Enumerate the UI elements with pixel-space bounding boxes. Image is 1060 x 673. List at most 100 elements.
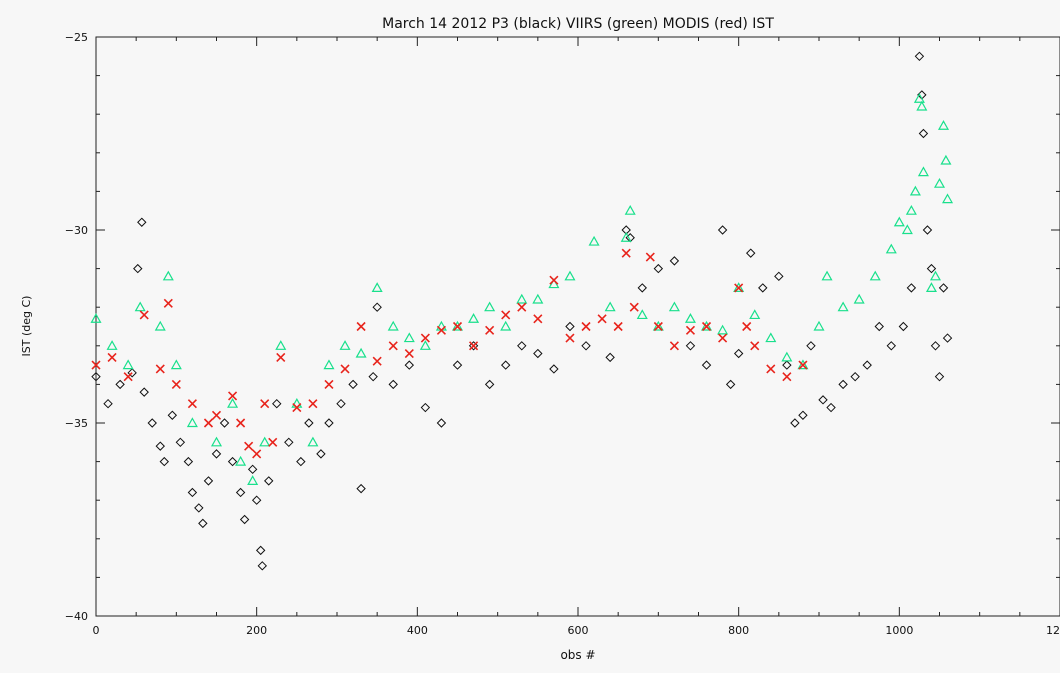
p3-point — [934, 371, 945, 382]
p3-point — [701, 360, 712, 370]
p3-point — [914, 51, 925, 62]
p3-point — [874, 321, 884, 332]
p3-point — [203, 476, 214, 486]
viirs-point — [162, 270, 174, 281]
x-tick-label: 400 — [407, 624, 428, 637]
modis-point — [388, 341, 398, 351]
viirs-point — [684, 313, 696, 323]
p3-point — [549, 364, 559, 374]
p3-point — [918, 128, 929, 139]
viirs-point — [916, 100, 928, 111]
p3-point — [838, 379, 848, 390]
p3-point — [211, 449, 222, 459]
viirs-point — [210, 436, 223, 447]
modis-point — [653, 321, 663, 332]
p3-point — [115, 379, 125, 390]
p3-point — [717, 225, 728, 235]
p3-point — [336, 398, 346, 409]
p3-point — [137, 217, 147, 227]
modis-point — [356, 321, 366, 332]
p3-point — [251, 495, 262, 505]
modis-point — [549, 275, 559, 285]
p3-point — [91, 371, 101, 382]
viirs-point — [765, 332, 777, 343]
p3-point — [436, 418, 447, 428]
x-tick-label: 200 — [246, 624, 267, 637]
modis-point — [501, 310, 511, 320]
viirs-point — [484, 301, 496, 312]
modis-point — [613, 321, 623, 332]
viirs-point — [588, 235, 600, 246]
p3-point — [272, 398, 282, 409]
modis-point — [308, 399, 318, 409]
axis-ticks — [95, 36, 1060, 617]
viirs-point — [885, 243, 897, 254]
modis-point — [565, 333, 575, 343]
viirs-point — [339, 340, 351, 350]
y-tick-label: −30 — [65, 224, 88, 237]
viirs-point — [701, 320, 713, 331]
viirs-point — [901, 224, 913, 235]
p3-point — [758, 283, 768, 293]
p3-point — [653, 263, 664, 274]
tick-labels: 0 200 400 600 800 1000 1200 −40 −35 −30 −25 — [65, 31, 1060, 637]
p3-point — [826, 402, 836, 413]
modis-point — [260, 399, 270, 409]
p3-point — [324, 418, 334, 428]
modis-point — [533, 314, 543, 324]
modis-point — [517, 302, 527, 312]
viirs-point — [942, 193, 954, 204]
x-tick-label: 800 — [728, 624, 749, 637]
viirs-point — [355, 347, 367, 358]
modis-point — [139, 310, 149, 320]
p3-point — [194, 503, 204, 513]
p3-point — [103, 398, 113, 409]
p3-point — [404, 360, 415, 370]
viirs-point — [733, 282, 745, 292]
viirs-point — [636, 309, 648, 320]
modis-point — [621, 248, 631, 258]
viirs-point — [371, 282, 383, 292]
modis-point — [685, 325, 696, 335]
p3-point — [669, 256, 680, 266]
viirs-point — [247, 475, 259, 485]
modis-point — [268, 437, 278, 447]
p3-point — [926, 263, 937, 274]
viirs-point — [134, 301, 146, 312]
p3-point — [183, 456, 194, 467]
p3-point — [147, 418, 157, 428]
viirs-point — [853, 293, 865, 304]
viirs-point — [717, 324, 729, 335]
p3-point — [372, 302, 382, 312]
y-axis-label: IST (deg C) — [20, 296, 33, 357]
modis-point — [372, 356, 382, 366]
modis-point — [750, 341, 760, 351]
x-tick-label: 600 — [568, 624, 589, 637]
p3-point — [930, 341, 941, 351]
p3-point — [388, 379, 398, 390]
p3-point — [284, 437, 294, 448]
p3-point — [790, 418, 800, 428]
x-tick-label: 0 — [93, 624, 100, 637]
viirs-point — [90, 313, 102, 323]
modis-point — [123, 372, 133, 382]
p3-point — [581, 341, 591, 351]
p3-point — [187, 487, 198, 498]
viirs-point — [419, 340, 431, 350]
p3-point — [938, 283, 949, 293]
viirs-point — [604, 301, 616, 312]
p3-point — [850, 371, 860, 382]
p3-point — [368, 371, 378, 382]
p3-point — [155, 441, 165, 451]
p3-point — [198, 518, 208, 529]
modis-point — [701, 321, 712, 332]
viirs-point — [929, 270, 942, 281]
modis-point — [340, 364, 350, 374]
y-tick-label: −25 — [65, 31, 88, 44]
p3-point — [227, 456, 238, 467]
p3-point — [219, 418, 230, 428]
p3-point — [798, 410, 808, 420]
viirs-point — [307, 436, 319, 447]
